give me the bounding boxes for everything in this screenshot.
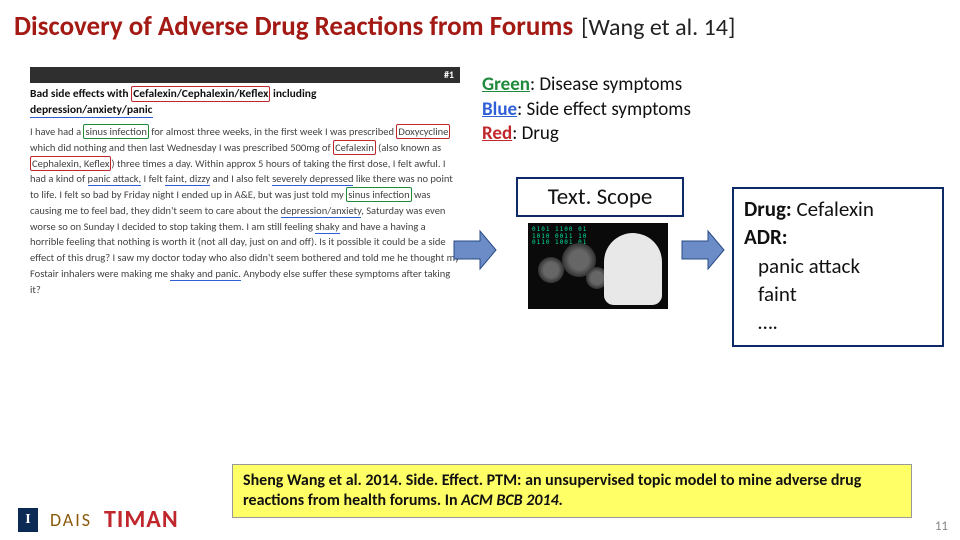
output-drug-value: Cefalexin: [792, 196, 874, 222]
side-effect-mention: faint, dizzy: [165, 172, 210, 186]
footer-logos: I DAIS TIMAN: [18, 505, 179, 534]
output-box: Drug: Cefalexin ADR: panic attack faint …: [732, 187, 944, 347]
timan-logo-text: TIMAN: [104, 505, 179, 534]
side-effect-mention: shaky: [315, 220, 339, 234]
disease-mention: sinus infection: [346, 187, 411, 202]
drug-mention: Cephalexin, Keflex: [30, 156, 111, 171]
side-effect-mention: depression/anxiety/panic: [30, 103, 153, 118]
arrow-icon: [452, 227, 498, 273]
dais-logo-text: DAIS: [50, 509, 92, 531]
post-title: Bad side effects with Cefalexin/Cephalex…: [30, 87, 460, 118]
disease-mention: sinus infection: [83, 124, 148, 139]
output-adr-label: ADR:: [744, 224, 788, 250]
side-effect-mention: shaky and panic.: [170, 267, 241, 281]
side-effect-mention: severely depressed: [272, 172, 353, 186]
slide-title-row: Discovery of Adverse Drug Reactions from…: [0, 0, 960, 47]
side-effect-mention: panic attack,: [88, 172, 142, 186]
slide-title: Discovery of Adverse Drug Reactions from…: [14, 10, 573, 43]
textscope-label-box: Text. Scope: [516, 177, 684, 217]
illinois-logo-icon: I: [18, 508, 38, 532]
slide-citation-short: [Wang et al. 14]: [581, 13, 735, 42]
forum-post-column: #1 Bad side effects with Cefalexin/Cepha…: [30, 67, 460, 357]
post-body: I have had a sinus infection for almost …: [30, 124, 460, 297]
output-adr-item: panic attack: [744, 252, 934, 280]
citation-box: Sheng Wang et al. 2014. Side. Effect. PT…: [232, 464, 912, 518]
drug-mention: Cefalexin: [333, 140, 376, 155]
page-number: 11: [935, 519, 948, 534]
right-column: Green: Disease symptoms Blue: Side effec…: [482, 67, 946, 357]
pipeline-diagram: Text. Scope 0101 1100 011010 0011 100110…: [482, 177, 946, 357]
color-legend: Green: Disease symptoms Blue: Side effec…: [482, 73, 946, 147]
post-number-badge: #1: [440, 67, 458, 83]
drug-mention: Cefalexin/Cephalexin/Keflex: [131, 86, 270, 102]
drug-mention: Doxycycline: [396, 124, 450, 139]
citation-venue: ACM BCB 2014.: [461, 491, 563, 510]
side-effect-mention: depression/anxiety: [281, 204, 362, 218]
legend-red-label: Red: [482, 122, 512, 145]
arrow-icon: [680, 227, 726, 273]
content-area: #1 Bad side effects with Cefalexin/Cepha…: [0, 47, 960, 357]
output-drug-label: Drug:: [744, 196, 792, 222]
post-header-bar: #1: [30, 67, 460, 83]
output-adr-item: faint: [744, 280, 934, 308]
output-adr-item: ….: [744, 308, 934, 336]
textscope-illustration: 0101 1100 011010 0011 100110 1001 01: [528, 223, 668, 309]
legend-blue-label: Blue: [482, 98, 517, 121]
legend-green-label: Green: [482, 73, 530, 96]
